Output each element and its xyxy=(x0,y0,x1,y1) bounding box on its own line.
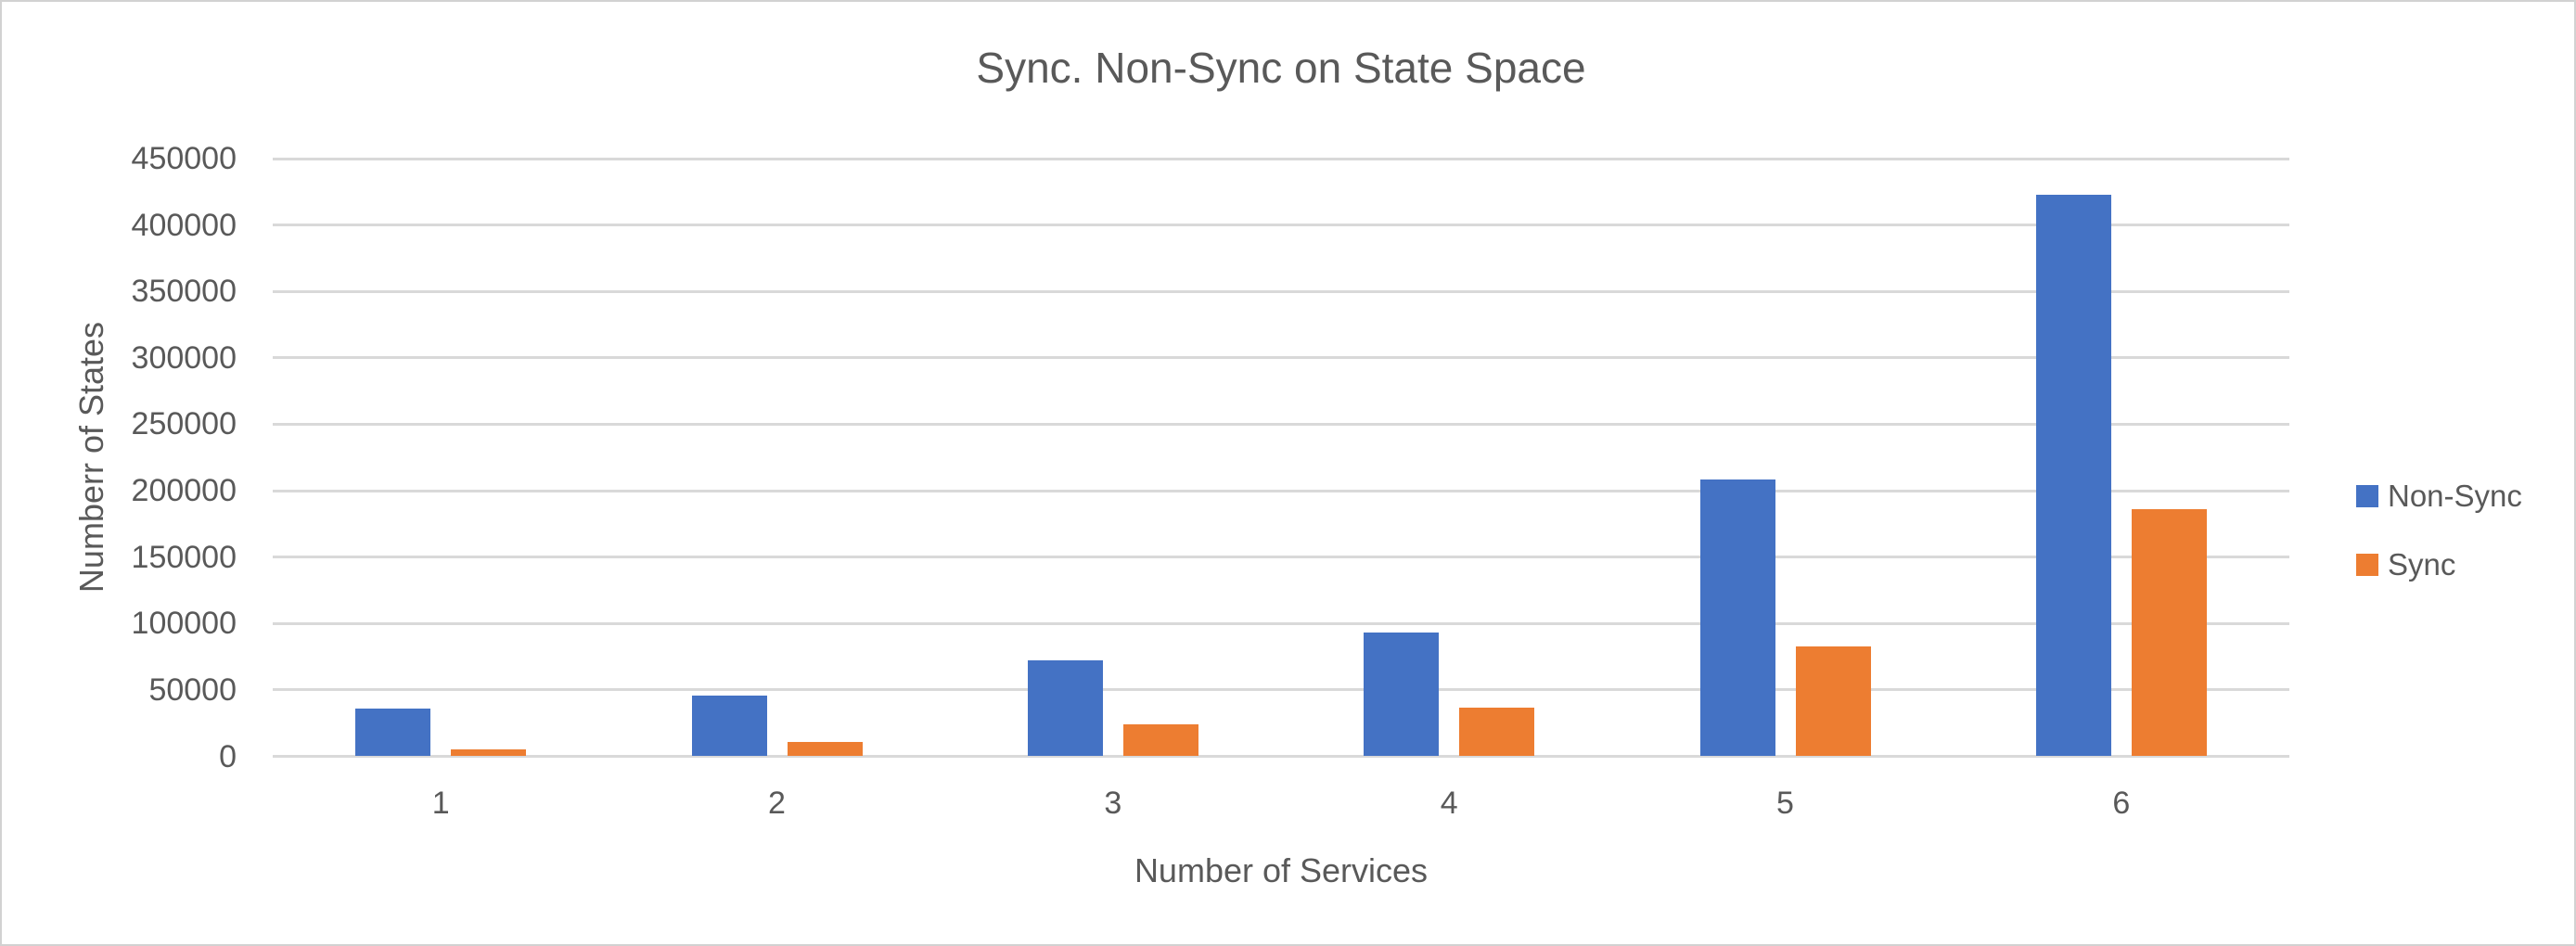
bar-sync-cat-2 xyxy=(787,741,863,757)
y-tick-label-250000: 250000 xyxy=(131,406,237,442)
y-tick-label-200000: 200000 xyxy=(131,473,237,509)
gridline-350000 xyxy=(273,289,2289,293)
x-tick-label-1: 1 xyxy=(431,786,450,821)
y-tick-label-50000: 50000 xyxy=(148,671,237,708)
y-tick-label-450000: 450000 xyxy=(131,141,237,176)
gridline-150000 xyxy=(273,556,2289,559)
bar-non-sync-cat-4 xyxy=(1364,632,1440,757)
gridline-100000 xyxy=(273,621,2289,625)
gridline-450000 xyxy=(273,157,2289,160)
x-tick-label-2: 2 xyxy=(768,786,786,821)
bar-sync-cat-3 xyxy=(1122,724,1198,757)
gridline-200000 xyxy=(273,489,2289,492)
bar-non-sync-cat-3 xyxy=(1027,659,1103,757)
gridline-0 xyxy=(273,755,2289,758)
legend-label-sync: Sync xyxy=(2388,547,2456,582)
y-tick-label-0: 0 xyxy=(219,738,237,774)
gridline-400000 xyxy=(273,224,2289,227)
y-tick-label-350000: 350000 xyxy=(131,274,237,310)
gridline-50000 xyxy=(273,688,2289,692)
bar-non-sync-cat-2 xyxy=(691,696,767,757)
x-tick-label-4: 4 xyxy=(1440,786,1458,821)
legend-swatch-non-sync xyxy=(2356,485,2378,507)
y-tick-label-150000: 150000 xyxy=(131,539,237,575)
x-tick-label-6: 6 xyxy=(2112,786,2131,821)
bar-sync-cat-5 xyxy=(1795,646,1871,757)
bar-sync-cat-1 xyxy=(451,749,527,757)
y-tick-label-400000: 400000 xyxy=(131,207,237,243)
bar-sync-cat-4 xyxy=(1459,707,1535,757)
x-axis-title: Number of Services xyxy=(1134,851,1429,889)
y-tick-label-300000: 300000 xyxy=(131,339,237,376)
bar-non-sync-cat-6 xyxy=(2035,195,2111,757)
bar-non-sync-cat-5 xyxy=(1699,479,1775,757)
legend-label-non-sync: Non-Sync xyxy=(2388,479,2522,513)
chart-title: Sync. Non-Sync on State Space xyxy=(976,44,1586,92)
x-tick-label-3: 3 xyxy=(1104,786,1122,821)
x-tick-label-5: 5 xyxy=(1776,786,1794,821)
bar-non-sync-cat-1 xyxy=(355,708,431,757)
legend-swatch-sync xyxy=(2356,554,2378,576)
gridline-250000 xyxy=(273,422,2289,426)
y-tick-label-100000: 100000 xyxy=(131,606,237,642)
gridline-300000 xyxy=(273,356,2289,360)
bar-sync-cat-6 xyxy=(2131,509,2207,757)
